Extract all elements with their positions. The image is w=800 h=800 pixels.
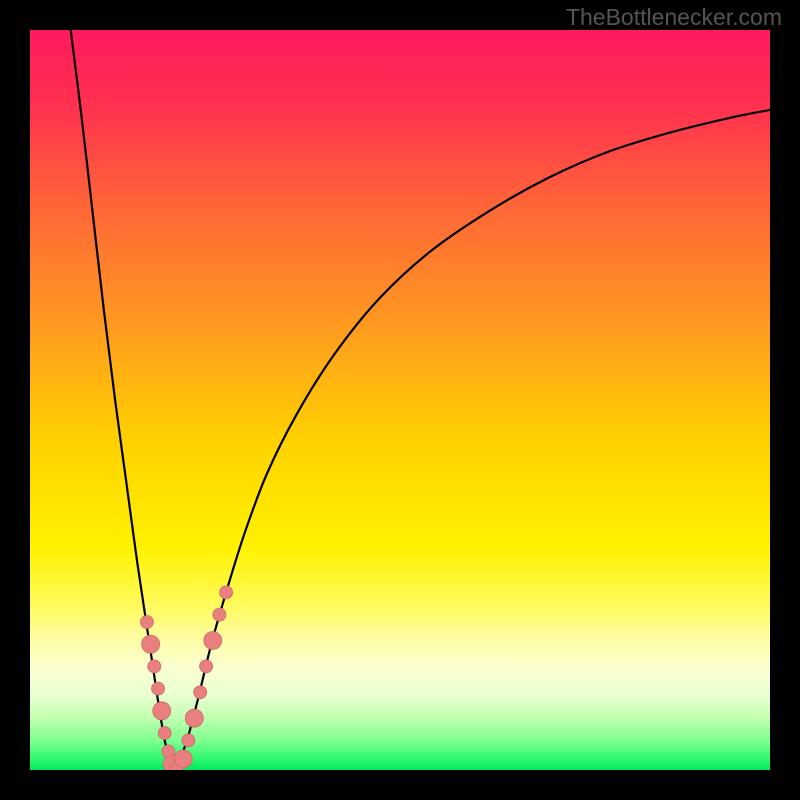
watermark-text: TheBottlenecker.com bbox=[566, 4, 782, 31]
data-point-marker bbox=[185, 709, 203, 727]
data-point-marker bbox=[152, 682, 165, 695]
data-point-marker bbox=[140, 616, 153, 629]
data-point-marker bbox=[213, 608, 226, 621]
plot-area bbox=[30, 30, 770, 770]
data-point-marker bbox=[204, 632, 222, 650]
data-point-marker bbox=[148, 660, 161, 673]
chart-container: TheBottlenecker.com bbox=[0, 0, 800, 800]
data-point-marker bbox=[182, 734, 195, 747]
plot-svg bbox=[30, 30, 770, 770]
data-point-marker bbox=[142, 635, 160, 653]
gradient-background bbox=[30, 30, 770, 770]
data-point-marker bbox=[200, 660, 213, 673]
data-point-marker bbox=[174, 750, 192, 768]
data-point-marker bbox=[220, 586, 233, 599]
data-point-marker bbox=[194, 686, 207, 699]
data-point-marker bbox=[153, 702, 171, 720]
data-point-marker bbox=[158, 727, 171, 740]
